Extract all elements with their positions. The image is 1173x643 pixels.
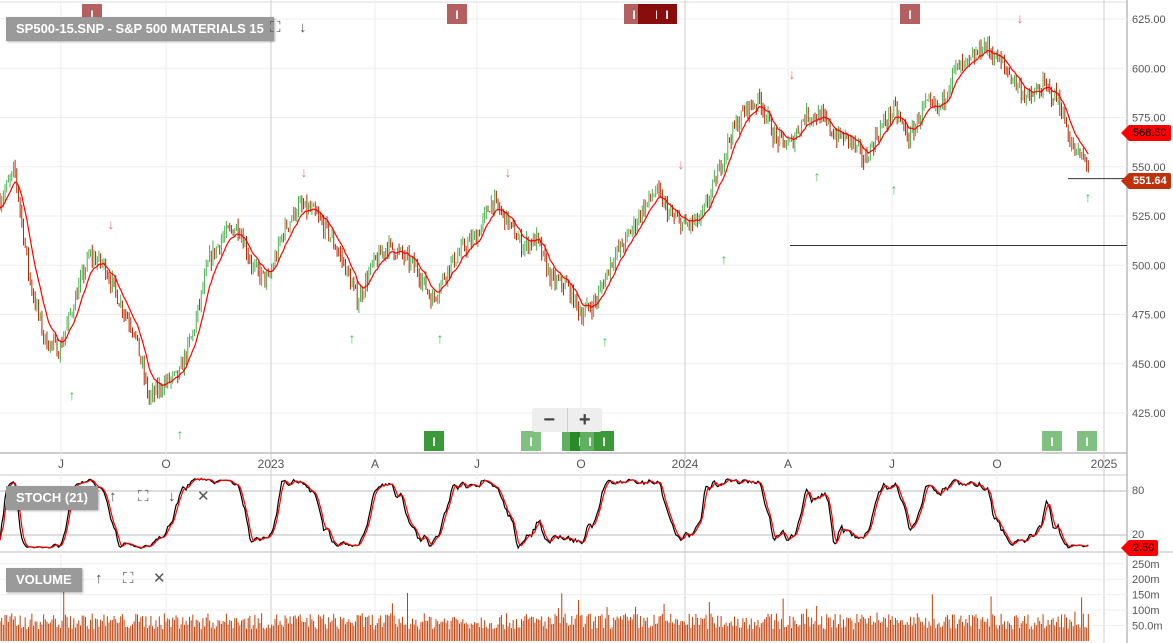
x-tick-label: J bbox=[889, 457, 895, 471]
arrow-down-icon[interactable]: ↓ bbox=[299, 19, 307, 36]
buy-arrow-icon: ↑ bbox=[177, 426, 184, 442]
zoom-out-button[interactable]: − bbox=[532, 408, 568, 432]
buy-signal-marker bbox=[424, 431, 444, 451]
arrow-up-icon[interactable]: ↑ bbox=[95, 570, 103, 587]
y-tick-label: 450.00 bbox=[1132, 359, 1166, 371]
x-tick-label: J bbox=[58, 457, 64, 471]
stoch-title: STOCH (21) bbox=[6, 486, 98, 510]
buy-arrow-icon: ↑ bbox=[69, 387, 76, 403]
stoch-k-line bbox=[0, 477, 1089, 550]
volume-tick-label: 200m bbox=[1132, 574, 1160, 586]
buy-signal-marker-label: I bbox=[1085, 435, 1088, 449]
buy-signal-marker-label: I bbox=[602, 435, 605, 449]
volume-tick-label: 150m bbox=[1132, 590, 1160, 602]
buy-signal-marker-label: I bbox=[588, 435, 591, 449]
stoch-value-tag: 2.50 bbox=[1120, 540, 1159, 556]
x-tick-label: 2023 bbox=[258, 457, 285, 471]
sell-signal-marker bbox=[657, 4, 677, 24]
buy-signal-marker bbox=[521, 431, 541, 451]
zoom-controls: − + bbox=[532, 408, 602, 432]
buy-signal-marker-label: I bbox=[1050, 435, 1053, 449]
close-price-tag: 551.64 bbox=[1121, 173, 1171, 189]
arrow-up-icon[interactable]: ↑ bbox=[109, 488, 117, 505]
sell-signal-marker-label: I bbox=[632, 8, 635, 22]
buy-arrow-icon: ↑ bbox=[437, 330, 444, 346]
y-tick-label: 475.00 bbox=[1132, 310, 1166, 322]
x-tick-label: O bbox=[992, 457, 1001, 471]
sell-arrow-icon: ↓ bbox=[1017, 10, 1024, 26]
volume-tick-label: 100m bbox=[1132, 605, 1160, 617]
sell-signal-marker-label: I bbox=[90, 8, 93, 22]
x-tick-label: O bbox=[161, 457, 170, 471]
last-price-tag: 568.50 bbox=[1121, 125, 1171, 141]
sell-signal-marker bbox=[447, 4, 467, 24]
moving-average-line bbox=[0, 49, 1089, 387]
buy-signal-marker bbox=[594, 431, 614, 451]
stoch-tick-label: 20 bbox=[1132, 529, 1144, 541]
zoom-in-button[interactable]: + bbox=[578, 409, 591, 431]
sell-arrow-icon: ↓ bbox=[301, 164, 308, 180]
buy-arrow-icon: ↑ bbox=[721, 251, 728, 267]
buy-signal-marker-label: I bbox=[529, 435, 532, 449]
sell-arrow-icon: ↓ bbox=[678, 156, 685, 172]
y-tick-label: 600.00 bbox=[1132, 63, 1166, 75]
sell-signal-marker-label: I bbox=[455, 8, 458, 22]
sell-signal-marker-label: I bbox=[908, 8, 911, 22]
sell-arrow-icon: ↓ bbox=[108, 216, 115, 232]
x-tick-label: 2024 bbox=[672, 457, 699, 471]
symbol-title: SP500-15.SNP - S&P 500 MATERIALS 15 bbox=[6, 17, 274, 41]
buy-arrow-icon: ↑ bbox=[1085, 189, 1092, 205]
sell-arrow-icon: ↓ bbox=[789, 66, 796, 82]
y-tick-label: 525.00 bbox=[1132, 211, 1166, 223]
volume-tick-label: 50.0m bbox=[1132, 621, 1163, 633]
x-tick-label: A bbox=[371, 457, 379, 471]
buy-signal-marker-label: I bbox=[432, 435, 435, 449]
y-tick-label: 550.00 bbox=[1132, 162, 1166, 174]
x-tick-label: J bbox=[474, 457, 480, 471]
y-tick-label: 575.00 bbox=[1132, 113, 1166, 125]
fullscreen-icon[interactable]: ⛶ bbox=[138, 488, 149, 505]
close-icon[interactable]: ✕ bbox=[197, 488, 210, 505]
buy-signal-marker bbox=[1042, 431, 1062, 451]
arrow-down-icon[interactable]: ↓ bbox=[168, 488, 176, 505]
x-tick-label: A bbox=[784, 457, 792, 471]
buy-arrow-icon: ↑ bbox=[602, 333, 609, 349]
fullscreen-icon[interactable]: ⛶ bbox=[123, 570, 134, 587]
sell-arrow-icon: ↓ bbox=[505, 164, 512, 180]
x-tick-label: O bbox=[576, 457, 585, 471]
volume-tick-label: 250m bbox=[1132, 559, 1160, 571]
buy-signal-marker bbox=[1077, 431, 1097, 451]
fullscreen-icon[interactable]: ⛶ bbox=[270, 19, 281, 36]
x-tick-label: 2025 bbox=[1091, 457, 1118, 471]
y-tick-label: 425.00 bbox=[1132, 408, 1166, 420]
sell-signal-marker-label: I bbox=[665, 8, 668, 22]
sell-signal-marker bbox=[900, 4, 920, 24]
volume-title: VOLUME bbox=[6, 568, 82, 592]
buy-arrow-icon: ↑ bbox=[891, 181, 898, 197]
buy-arrow-icon: ↑ bbox=[349, 330, 356, 346]
buy-arrow-icon: ↑ bbox=[814, 168, 821, 184]
stoch-d-line bbox=[0, 478, 1089, 549]
y-tick-label: 625.00 bbox=[1132, 14, 1166, 26]
stoch-tick-label: 80 bbox=[1132, 485, 1144, 497]
close-icon[interactable]: ✕ bbox=[153, 570, 166, 587]
y-tick-label: 500.00 bbox=[1132, 260, 1166, 272]
